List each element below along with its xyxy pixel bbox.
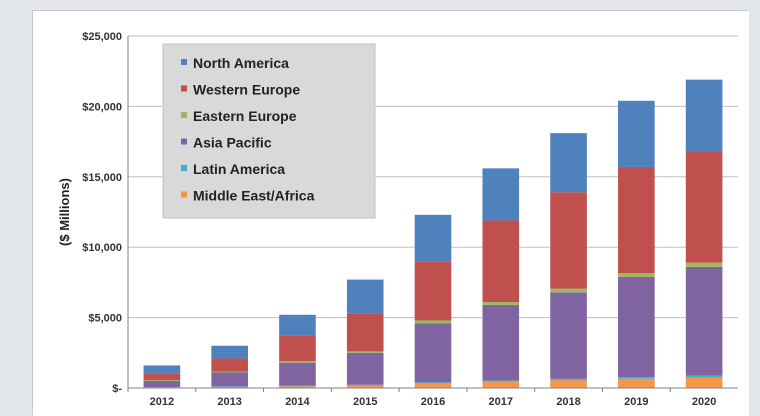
- bar-segment-eastern-europe-2019: [618, 273, 655, 277]
- legend-label: Latin America: [193, 161, 285, 177]
- bar-segment-western-europe-2013: [211, 358, 248, 371]
- legend-swatch: [181, 192, 187, 198]
- bar-segment-north-america-2015: [347, 280, 384, 314]
- chart-frame: $- $5,000 $10,000 $15,000 $20,000 $25,000 201…: [32, 10, 748, 415]
- x-tick-label: 2020: [692, 396, 716, 408]
- bar-segment-north-america-2014: [279, 315, 316, 336]
- bar-segment-latin-america-2017: [482, 380, 519, 381]
- bar-segment-latin-america-2014: [279, 386, 316, 387]
- x-tick-label: 2019: [624, 396, 648, 408]
- legend-swatch: [181, 165, 187, 171]
- legend-swatch: [181, 86, 187, 92]
- bar-segment-asia-pacific-2018: [550, 292, 587, 379]
- y-tick-label: $15,000: [82, 172, 122, 184]
- bar-segment-middle-east-africa-2020: [686, 377, 723, 388]
- bar-segment-western-europe-2014: [279, 336, 316, 361]
- bar-segment-middle-east-africa-2019: [618, 379, 655, 388]
- bar-segment-middle-east-africa-2017: [482, 382, 519, 388]
- legend-label: Middle East/Africa: [193, 188, 315, 204]
- legend-label: North America: [193, 55, 289, 71]
- bar-segment-latin-america-2018: [550, 379, 587, 380]
- bar-segment-eastern-europe-2020: [686, 263, 723, 267]
- bar-segment-asia-pacific-2019: [618, 277, 655, 377]
- bar-segment-asia-pacific-2015: [347, 353, 384, 385]
- bar-segment-asia-pacific-2020: [686, 267, 723, 376]
- bar-segment-middle-east-africa-2016: [415, 383, 452, 388]
- bar-segment-eastern-europe-2016: [415, 320, 452, 323]
- bar-segment-western-europe-2015: [347, 313, 384, 351]
- x-tick-label: 2014: [285, 396, 310, 408]
- bar-segment-asia-pacific-2017: [482, 305, 519, 380]
- y-tick-label: $25,000: [82, 31, 122, 43]
- bar-segment-asia-pacific-2014: [279, 363, 316, 386]
- legend: North America Western Europe Eastern Europ…: [163, 44, 375, 218]
- bar-segment-western-europe-2016: [415, 261, 452, 320]
- bar-segment-north-america-2017: [482, 168, 519, 220]
- bar-segment-asia-pacific-2012: [144, 381, 181, 387]
- legend-label: Western Europe: [193, 82, 300, 98]
- legend-label: Asia Pacific: [193, 135, 272, 151]
- x-tick-label: 2018: [556, 396, 580, 408]
- bar-segment-north-america-2012: [144, 365, 181, 373]
- y-tick-label: $5,000: [88, 313, 122, 325]
- bar-segment-north-america-2018: [550, 133, 587, 192]
- bar-segment-eastern-europe-2012: [144, 380, 181, 381]
- bar-segment-latin-america-2016: [415, 382, 452, 383]
- bar-segment-eastern-europe-2018: [550, 289, 587, 293]
- y-tick-label: $10,000: [82, 242, 122, 254]
- bar-segment-eastern-europe-2017: [482, 302, 519, 305]
- x-tick-label: 2012: [150, 396, 174, 408]
- x-tick-label: 2015: [353, 396, 377, 408]
- bar-segment-asia-pacific-2013: [211, 373, 248, 387]
- x-tick-label: 2013: [217, 396, 241, 408]
- legend-swatch: [181, 59, 187, 65]
- bar-segment-latin-america-2020: [686, 376, 723, 378]
- bar-segment-middle-east-africa-2018: [550, 380, 587, 388]
- bar-segment-latin-america-2019: [618, 377, 655, 379]
- x-tick-label: 2016: [421, 396, 445, 408]
- y-tick-label: $20,000: [82, 101, 122, 113]
- bar-segment-western-europe-2017: [482, 220, 519, 302]
- bar-segment-western-europe-2019: [618, 167, 655, 273]
- bar-segment-north-america-2013: [211, 346, 248, 359]
- bar-segment-western-europe-2018: [550, 192, 587, 288]
- bar-segment-western-europe-2012: [144, 373, 181, 380]
- bar-segment-latin-america-2015: [347, 385, 384, 386]
- legend-swatch: [181, 139, 187, 145]
- legend-swatch: [181, 112, 187, 118]
- bar-segment-asia-pacific-2016: [415, 323, 452, 382]
- legend-label: Eastern Europe: [193, 108, 297, 124]
- bar-segment-eastern-europe-2013: [211, 372, 248, 373]
- bar-segment-eastern-europe-2015: [347, 351, 384, 352]
- y-tick-label: $-: [112, 383, 122, 395]
- bar-segment-north-america-2016: [415, 215, 452, 261]
- bar-segment-eastern-europe-2014: [279, 361, 316, 362]
- bar-segment-western-europe-2020: [686, 151, 723, 262]
- x-tick-label: 2017: [489, 396, 513, 408]
- stacked-bar-chart: $- $5,000 $10,000 $15,000 $20,000 $25,000 201…: [33, 11, 749, 416]
- y-axis-label: ($ Millions): [57, 178, 72, 246]
- bar-segment-north-america-2020: [686, 80, 723, 152]
- bar-segment-north-america-2019: [618, 101, 655, 167]
